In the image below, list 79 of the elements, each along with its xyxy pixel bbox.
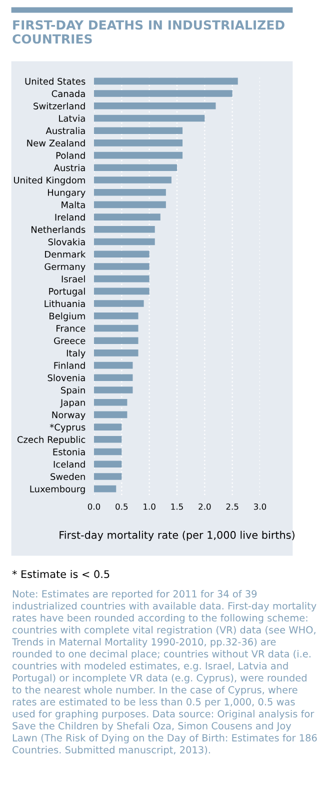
bar bbox=[94, 214, 160, 220]
y-tick-label: *Cyprus bbox=[50, 424, 86, 432]
bar bbox=[94, 152, 183, 159]
y-tick-label: Japan bbox=[60, 399, 85, 408]
x-axis-title: First-day mortality rate (per 1,000 live births) bbox=[60, 530, 294, 541]
bar bbox=[94, 263, 150, 270]
bar bbox=[94, 140, 183, 146]
bar bbox=[94, 436, 122, 443]
y-tick-label: Belgium bbox=[50, 312, 85, 322]
y-tick-label: United States bbox=[25, 78, 86, 85]
bar bbox=[94, 424, 122, 430]
y-tick-label: Australia bbox=[46, 127, 85, 134]
bar bbox=[94, 226, 155, 233]
y-tick-label: Luxembourg bbox=[30, 485, 85, 494]
y-tick-label: Canada bbox=[52, 90, 85, 98]
y-tick-label: New Zealand bbox=[27, 140, 85, 146]
y-tick-label: Poland bbox=[56, 152, 85, 159]
x-tick-label: 0.0 bbox=[88, 503, 100, 510]
y-tick-label: Portugal bbox=[49, 288, 85, 296]
bar bbox=[94, 398, 128, 406]
bar bbox=[94, 485, 116, 492]
bar bbox=[94, 102, 216, 110]
y-tick-label: Czech Republic bbox=[17, 436, 86, 445]
bar bbox=[94, 127, 183, 134]
y-tick-label: France bbox=[56, 325, 86, 332]
bar bbox=[94, 448, 122, 456]
bar bbox=[94, 350, 138, 356]
bar bbox=[94, 386, 133, 394]
bar bbox=[94, 300, 144, 307]
bar bbox=[94, 312, 138, 320]
y-tick-label: Estonia bbox=[53, 448, 85, 456]
bar bbox=[94, 337, 138, 344]
x-tick-label: 3.0 bbox=[254, 503, 266, 510]
x-tick-label: 1.0 bbox=[144, 503, 156, 510]
x-tick-label: 2.5 bbox=[226, 503, 238, 510]
bar bbox=[94, 288, 150, 295]
text: Note: Estimates are reported for 2011 for 34 of 39 industrialized countries with available data. First-day mortality rates have been rounded according to the following scheme: countries with complete vital registration (VR) data (see WHO, Trends in Maternal Mortality 1990-2010, pp.32-36) are rounded to one decimal place; countries without VR data (i.e. countries with modeled estimates, e.g. Israel, Latvia and Portugal) or incomplete VR data (e.g. Cyprus), were rounded to the nearest whole number. In the case of Cyprus, where rates are estimated to be less than 0.5 per 1,000, 0.5 was used for graphing purposes. Data source: Original analysis for Save the Children by Shefali Oza, Simon Cousens and Joy Lawn (The Risk of Dying on the Day of Birth: Estimates for 186 Countries. Submitted manuscript, 2013). bbox=[12, 590, 317, 756]
text: * Estimate is < 0.5 bbox=[12, 570, 110, 578]
y-tick-label: Spain bbox=[61, 386, 85, 396]
x-tick-label: 0.5 bbox=[116, 503, 128, 510]
x-tick-label: 2.0 bbox=[198, 503, 211, 510]
y-tick-label: Switzerland bbox=[34, 102, 85, 110]
y-tick-label: Finland bbox=[54, 362, 85, 369]
bar bbox=[94, 114, 205, 122]
chart-title: FIRST-DAY DEATHS IN INDUSTRIALIZED COUNTRIES bbox=[12, 20, 284, 44]
bar bbox=[94, 164, 177, 172]
y-tick-label: Israel bbox=[62, 275, 85, 282]
bar bbox=[94, 275, 150, 282]
bar bbox=[94, 460, 122, 468]
y-tick-label: Norway bbox=[52, 412, 86, 420]
y-tick-label: Austria bbox=[54, 164, 85, 172]
y-tick-label: Ireland bbox=[55, 214, 85, 221]
y-tick-label: Sweden bbox=[50, 473, 85, 480]
y-tick-label: United Kingdom bbox=[14, 176, 85, 186]
bar bbox=[94, 374, 133, 382]
y-tick-label: Hungary bbox=[48, 189, 86, 198]
y-tick-label: Malta bbox=[62, 201, 85, 208]
bar bbox=[94, 324, 138, 332]
y-tick-label: Netherlands bbox=[32, 226, 86, 233]
y-tick-label: Latvia bbox=[59, 114, 85, 122]
y-tick-label: Italy bbox=[66, 350, 86, 358]
bar bbox=[94, 188, 166, 196]
bar bbox=[94, 473, 122, 480]
bar bbox=[94, 238, 155, 246]
bar bbox=[94, 78, 238, 85]
y-tick-label: Lithuania bbox=[44, 300, 85, 308]
bar bbox=[94, 362, 133, 369]
bar bbox=[94, 90, 232, 97]
bar bbox=[94, 201, 166, 208]
y-tick-label: Denmark bbox=[45, 250, 86, 258]
y-tick-label: Slovenia bbox=[48, 374, 85, 382]
y-tick-label: Iceland bbox=[54, 460, 85, 468]
bar bbox=[94, 176, 172, 184]
bar bbox=[94, 411, 128, 418]
y-tick-label: Germany bbox=[44, 263, 86, 272]
y-tick-label: Slovakia bbox=[48, 238, 85, 246]
y-tick-label: Greece bbox=[54, 337, 86, 344]
bar bbox=[94, 250, 150, 258]
x-tick-label: 1.5 bbox=[171, 504, 183, 510]
